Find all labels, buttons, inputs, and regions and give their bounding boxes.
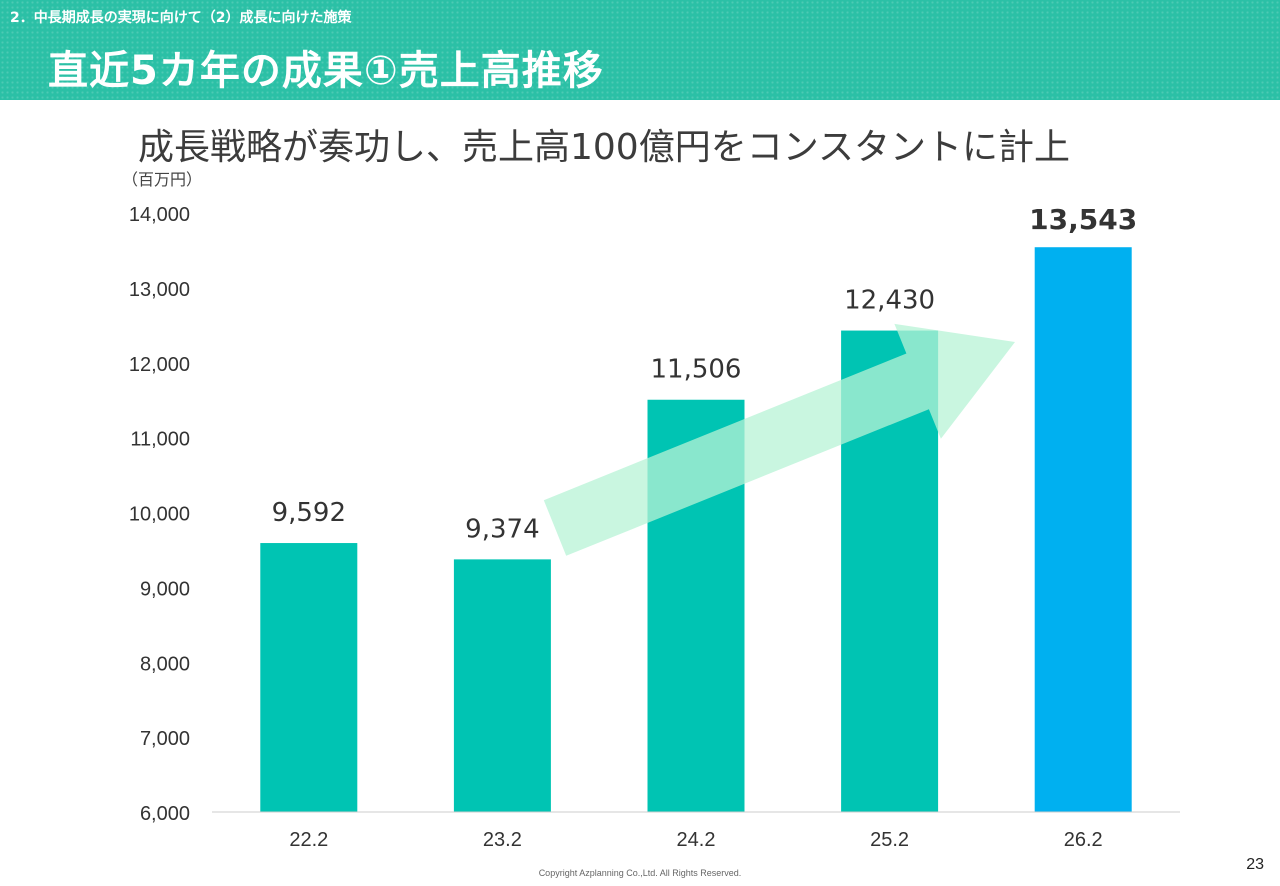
x-tick-label: 26.2	[1064, 829, 1103, 851]
page-number: 23	[1246, 856, 1264, 873]
data-label-24.2: 11,506	[651, 355, 742, 385]
bar-22.2	[260, 543, 358, 812]
x-tick-label: 23.2	[483, 829, 522, 851]
y-tick-label: 6,000	[140, 803, 190, 825]
y-tick-label: 12,000	[129, 354, 190, 376]
y-tick-label: 7,000	[140, 728, 190, 750]
bar-23.2	[453, 559, 551, 812]
x-tick-label: 24.2	[677, 829, 716, 851]
breadcrumb: 2．中長期成長の実現に向けて（2）成長に向けた施策	[10, 10, 352, 26]
trend-arrow	[543, 323, 1015, 556]
y-axis-unit-label: （百万円）	[122, 170, 202, 189]
data-label-23.2: 9,374	[465, 514, 539, 544]
y-tick-label: 10,000	[129, 504, 190, 526]
page-title: 直近5カ年の成果①売上高推移	[48, 48, 604, 94]
x-tick-label: 22.2	[289, 829, 328, 851]
header-banner: 2．中長期成長の実現に向けて（2）成長に向けた施策 直近5カ年の成果①売上高推移	[0, 0, 1280, 100]
y-tick-label: 13,000	[129, 279, 190, 301]
chart-subtitle: 成長戦略が奏功し、売上高100億円をコンスタントに計上	[138, 127, 1070, 168]
x-tick-label: 25.2	[870, 829, 909, 851]
data-label-22.2: 9,592	[272, 498, 346, 528]
data-label-26.2: 13,543	[1029, 203, 1137, 236]
y-tick-label: 11,000	[130, 429, 190, 451]
copyright-text: Copyright Azplanning Co.,Ltd. All Rights…	[538, 868, 742, 878]
y-tick-label: 8,000	[140, 653, 190, 675]
y-tick-label: 14,000	[129, 204, 190, 226]
y-tick-label: 9,000	[140, 578, 190, 600]
bar-26.2	[1034, 247, 1132, 812]
data-label-25.2: 12,430	[844, 286, 935, 316]
